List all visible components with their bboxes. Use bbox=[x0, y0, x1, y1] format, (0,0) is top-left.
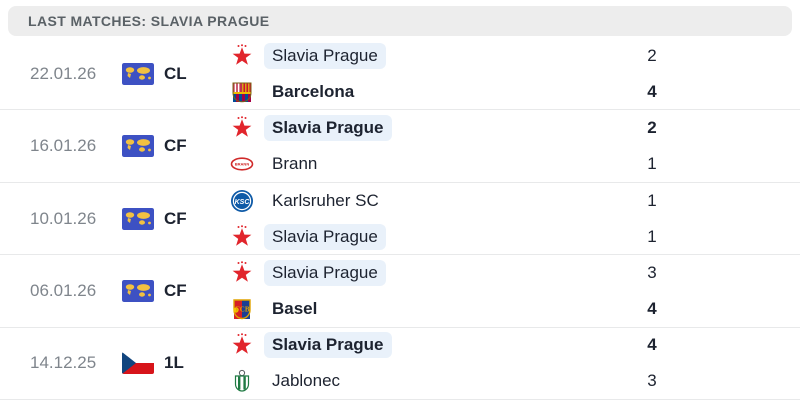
competition-flag-icon bbox=[122, 207, 154, 230]
karlsruher-sc-logo: KSC bbox=[231, 189, 253, 212]
team-row-away[interactable]: BRANN Brann 1 bbox=[230, 149, 800, 179]
team-score-away: 4 bbox=[647, 81, 657, 101]
team-row-home[interactable]: Slavia Prague 2 bbox=[230, 113, 800, 143]
last-matches-header: LAST MATCHES: SLAVIA PRAGUE bbox=[8, 6, 792, 36]
world-flag-icon bbox=[122, 279, 154, 302]
slavia-prague-logo bbox=[232, 44, 252, 65]
world-flag-icon bbox=[122, 135, 154, 158]
competition-flag-icon bbox=[122, 279, 154, 302]
team-name-home: Slavia Prague bbox=[264, 42, 386, 69]
team-logo-home: KSC bbox=[230, 189, 254, 213]
jablonec-logo bbox=[234, 370, 250, 392]
competition: CL bbox=[122, 62, 230, 85]
team-logo-away bbox=[230, 80, 254, 104]
team-score-home: 3 bbox=[647, 262, 657, 282]
team-logo-home bbox=[230, 333, 254, 357]
team-row-home[interactable]: Slavia Prague 4 bbox=[230, 330, 800, 360]
slavia-prague-logo bbox=[232, 261, 252, 282]
competition-code: CF bbox=[164, 280, 187, 300]
competition: CF bbox=[122, 279, 230, 302]
competition-flag-icon bbox=[122, 135, 154, 158]
team-row-home[interactable]: Slavia Prague 2 bbox=[230, 41, 800, 71]
svg-text:FCB: FCB bbox=[236, 305, 250, 313]
team-row-home[interactable]: Slavia Prague 3 bbox=[230, 258, 800, 288]
team-name-away: Slavia Prague bbox=[264, 223, 386, 250]
match-row[interactable]: 10.01.26 CF KSC Karlsruher SC 1 Slav bbox=[0, 182, 800, 256]
match-teams: Slavia Prague 2 BRANN Brann 1 bbox=[230, 113, 800, 179]
team-score-home: 2 bbox=[647, 118, 657, 138]
match-date: 10.01.26 bbox=[30, 208, 97, 228]
team-name-home: Slavia Prague bbox=[264, 332, 392, 359]
match-teams: Slavia Prague 2 Barcelona 4 bbox=[230, 41, 800, 107]
brann-logo: BRANN bbox=[230, 157, 254, 171]
competition-flag-icon bbox=[122, 62, 154, 85]
team-row-away[interactable]: Jablonec 3 bbox=[230, 366, 800, 396]
czech-flag-icon bbox=[122, 352, 154, 375]
match-date: 16.01.26 bbox=[30, 136, 97, 156]
barcelona-logo bbox=[232, 82, 252, 103]
match-row[interactable]: 16.01.26 CF Slavia Prague 2 BRANN Brann bbox=[0, 110, 800, 183]
team-name-away: Basel bbox=[272, 298, 318, 318]
slavia-prague-logo bbox=[232, 333, 252, 355]
slavia-prague-logo bbox=[232, 116, 252, 137]
basel-logo: FCB bbox=[233, 299, 251, 320]
team-row-away[interactable]: Slavia Prague 1 bbox=[230, 222, 800, 252]
team-score-home: 1 bbox=[647, 190, 657, 210]
team-logo-away: BRANN bbox=[230, 152, 254, 176]
match-row[interactable]: 14.12.25 1L Slavia Prague 4 Jablonec bbox=[0, 327, 800, 401]
competition-code: CF bbox=[164, 136, 187, 156]
team-logo-home bbox=[230, 116, 254, 140]
team-score-home: 2 bbox=[647, 45, 657, 65]
team-score-away: 1 bbox=[647, 226, 657, 246]
team-row-home[interactable]: KSC Karlsruher SC 1 bbox=[230, 186, 800, 216]
slavia-prague-logo bbox=[232, 224, 252, 246]
svg-text:KSC: KSC bbox=[235, 198, 251, 205]
svg-text:BRANN: BRANN bbox=[235, 162, 250, 167]
match-teams: Slavia Prague 3 FCB Basel 4 bbox=[230, 258, 800, 324]
team-logo-home bbox=[230, 44, 254, 68]
competition: CF bbox=[122, 207, 230, 230]
last-matches-title: LAST MATCHES: SLAVIA PRAGUE bbox=[28, 13, 270, 29]
match-date: 14.12.25 bbox=[30, 353, 97, 373]
competition-code: CF bbox=[164, 208, 187, 228]
world-flag-icon bbox=[122, 207, 154, 230]
competition: CF bbox=[122, 135, 230, 158]
team-score-away: 3 bbox=[647, 371, 657, 391]
team-logo-away bbox=[230, 224, 254, 249]
match-row[interactable]: 22.01.26 CL Slavia Prague 2 bbox=[0, 38, 800, 111]
team-row-away[interactable]: FCB Basel 4 bbox=[230, 294, 800, 324]
match-date: 22.01.26 bbox=[30, 63, 97, 83]
match-date: 06.01.26 bbox=[30, 280, 97, 300]
match-teams: KSC Karlsruher SC 1 Slavia Prague 1 bbox=[230, 186, 800, 252]
team-name-home: Slavia Prague bbox=[264, 115, 392, 142]
match-teams: Slavia Prague 4 Jablonec 3 bbox=[230, 330, 800, 396]
competition-code: 1L bbox=[164, 353, 184, 373]
team-logo-away: FCB bbox=[230, 297, 254, 321]
team-name-away: Brann bbox=[272, 154, 318, 174]
team-name-home: Slavia Prague bbox=[264, 259, 386, 286]
team-name-away: Jablonec bbox=[272, 371, 341, 391]
team-name-away: Barcelona bbox=[272, 81, 355, 101]
team-name-home: Karlsruher SC bbox=[272, 190, 379, 210]
team-score-away: 4 bbox=[647, 298, 657, 318]
world-flag-icon bbox=[122, 62, 154, 85]
competition: 1L bbox=[122, 352, 230, 375]
match-row[interactable]: 06.01.26 CF Slavia Prague 3 bbox=[0, 255, 800, 328]
team-score-away: 1 bbox=[647, 154, 657, 174]
team-logo-home bbox=[230, 261, 254, 285]
team-score-home: 4 bbox=[647, 335, 657, 355]
match-list: 22.01.26 CL Slavia Prague 2 bbox=[0, 38, 800, 401]
competition-code: CL bbox=[164, 63, 187, 83]
team-logo-away bbox=[230, 369, 254, 393]
team-row-away[interactable]: Barcelona 4 bbox=[230, 77, 800, 107]
competition-flag-icon bbox=[122, 352, 154, 375]
